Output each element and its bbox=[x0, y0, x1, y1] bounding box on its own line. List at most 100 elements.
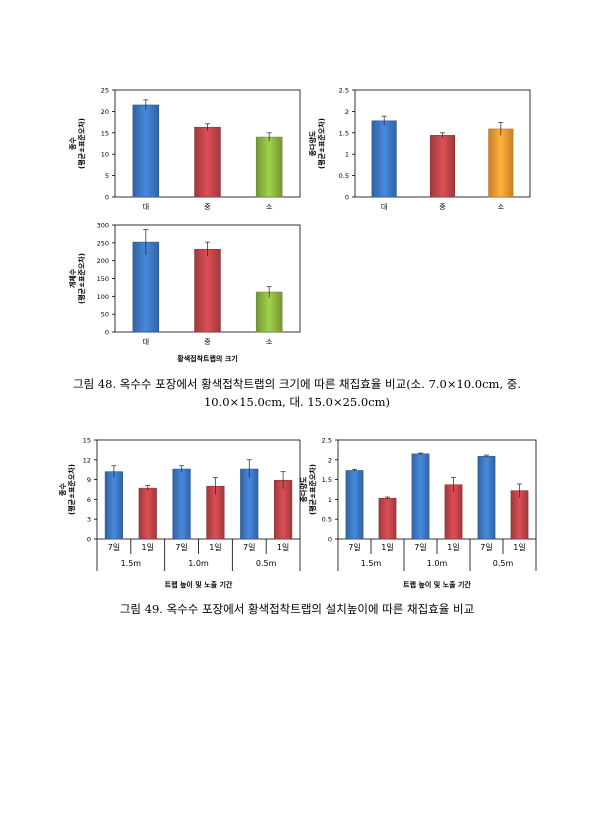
bar bbox=[444, 484, 463, 540]
y-tick-label: 2.5 bbox=[339, 87, 349, 95]
x-tick-label: 중 bbox=[439, 203, 446, 211]
y-tick-label: 1 bbox=[328, 496, 332, 504]
bar bbox=[132, 241, 160, 333]
y-tick-label: 50 bbox=[101, 311, 109, 319]
y-tick-label: 1 bbox=[345, 151, 349, 159]
bar bbox=[255, 136, 283, 198]
bar bbox=[345, 470, 364, 540]
bar bbox=[104, 471, 124, 540]
bar bbox=[132, 104, 160, 198]
bar bbox=[371, 120, 397, 198]
bar bbox=[194, 126, 221, 198]
bar bbox=[488, 128, 514, 198]
x-axis-label: 황색접착트랩의 크기 bbox=[177, 354, 237, 363]
x-group-label: 0.5m bbox=[256, 559, 277, 568]
y-tick-label: 100 bbox=[97, 293, 109, 301]
y-tick-label: 2.5 bbox=[322, 437, 332, 445]
x-tick-label: 1일 bbox=[142, 543, 154, 552]
y-tick-label: 9 bbox=[87, 476, 91, 484]
y-tick-label: 0 bbox=[87, 536, 91, 544]
x-tick-label: 대 bbox=[381, 203, 387, 211]
x-tick-label: 대 bbox=[143, 203, 149, 211]
x-tick-label: 중 bbox=[204, 203, 211, 211]
x-group-label: 1.5m bbox=[121, 559, 142, 568]
y-tick-label: 25 bbox=[101, 87, 109, 95]
y-tick-label: 15 bbox=[83, 437, 91, 445]
y-axis-label: (평균±표준오차) bbox=[317, 118, 326, 169]
figure-48-caption-line1: 그림 48. 옥수수 포장에서 황색접착트랩의 크기에 따른 채집효율 비교(소… bbox=[73, 377, 521, 391]
chart-species-by-trap-size: 0 5 10 15 20 25 종수 (평균±표준오차) 대 중 소 bbox=[69, 87, 301, 211]
x-tick-label: 1일 bbox=[277, 543, 289, 552]
figure-49-caption-line: 그림 49. 옥수수 포장에서 황색접착트랩의 설치높이에 따른 채집효율 비교 bbox=[119, 602, 475, 616]
bar bbox=[510, 490, 529, 540]
x-tick-label: 1일 bbox=[381, 543, 393, 552]
y-axis-label: (평균±표준오차) bbox=[308, 464, 317, 515]
y-tick-label: 0 bbox=[105, 194, 109, 202]
x-group-label: 1.0m bbox=[427, 559, 448, 568]
y-tick-label: 0 bbox=[105, 329, 109, 337]
y-tick-label: 250 bbox=[97, 239, 109, 247]
y-axis-label: 종다양도 bbox=[299, 476, 308, 502]
y-tick-label: 6 bbox=[87, 496, 91, 504]
plot-area bbox=[337, 439, 537, 540]
bar bbox=[255, 291, 283, 333]
x-tick-label: 소 bbox=[498, 203, 505, 211]
y-tick-label: 2 bbox=[328, 456, 332, 464]
bar bbox=[378, 497, 397, 540]
y-axis-label: 종수 bbox=[59, 483, 67, 496]
x-tick-label: 1일 bbox=[447, 543, 459, 552]
x-tick-label: 7일 bbox=[414, 543, 426, 552]
y-tick-label: 10 bbox=[101, 151, 109, 159]
x-group-label: 1.0m bbox=[188, 559, 209, 568]
x-tick-label: 중 bbox=[204, 338, 211, 346]
x-group-label: 1.5m bbox=[361, 559, 382, 568]
bar bbox=[194, 248, 221, 333]
y-tick-label: 300 bbox=[97, 222, 109, 230]
x-tick-label: 대 bbox=[143, 338, 149, 346]
x-tick-label: 7일 bbox=[348, 543, 360, 552]
y-tick-label: 5 bbox=[105, 172, 109, 180]
y-tick-label: 200 bbox=[97, 257, 109, 265]
figure-49-caption: 그림 49. 옥수수 포장에서 황색접착트랩의 설치높이에 따른 채집효율 비교 bbox=[40, 600, 554, 618]
chart-diversity-by-height-duration: 0 0.5 1 1.5 2 2.5 종다양도 (평균±표준오차) 7일 1일 7일 1일 7일 1일 1.5… bbox=[299, 437, 537, 589]
y-axis-label: (평균±표준오차) bbox=[77, 118, 86, 169]
x-tick-label: 1일 bbox=[513, 543, 525, 552]
x-tick-label: 소 bbox=[266, 203, 273, 211]
y-axis-label: 종수 bbox=[69, 137, 77, 150]
figure-48-caption-line2: 10.0×15.0cm, 대. 15.0×25.0cm) bbox=[203, 395, 391, 409]
bar bbox=[429, 135, 456, 198]
y-tick-label: 12 bbox=[83, 456, 91, 464]
y-axis-label: (평균±표준오차) bbox=[67, 464, 76, 515]
figure-48-caption: 그림 48. 옥수수 포장에서 황색접착트랩의 크기에 따른 채집효율 비교(소… bbox=[40, 375, 554, 411]
chart-diversity-by-trap-size: 0 0.5 1 1.5 2 2.5 종다양도 (평균±표준오차) 대 중 소 bbox=[308, 87, 531, 211]
y-axis-label: 종다양도 bbox=[308, 130, 317, 156]
y-tick-label: 2 bbox=[345, 108, 349, 116]
x-tick-label: 7일 bbox=[108, 543, 120, 552]
y-tick-label: 1.5 bbox=[339, 129, 349, 137]
y-axis-label: (평균±표준오차) bbox=[77, 253, 86, 304]
bar bbox=[240, 468, 259, 540]
x-tick-label: 7일 bbox=[243, 543, 255, 552]
x-tick-label: 7일 bbox=[175, 543, 187, 552]
y-axis-label: 개체수 bbox=[68, 268, 77, 288]
x-tick-label: 7일 bbox=[480, 543, 492, 552]
plot-area bbox=[96, 439, 301, 540]
bar bbox=[138, 487, 157, 540]
bar bbox=[172, 468, 191, 540]
x-axis-label: 트랩 높이 및 노출 기간 bbox=[403, 580, 471, 589]
y-tick-label: 0 bbox=[345, 194, 349, 202]
y-tick-label: 15 bbox=[101, 129, 109, 137]
bar bbox=[411, 453, 430, 540]
x-axis-label: 트랩 높이 및 노출 기간 bbox=[165, 580, 233, 589]
y-tick-label: 20 bbox=[101, 108, 109, 116]
y-tick-label: 0.5 bbox=[322, 516, 332, 524]
x-group-label: 0.5m bbox=[493, 559, 514, 568]
y-tick-label: 0 bbox=[328, 536, 332, 544]
y-tick-label: 1.5 bbox=[322, 476, 332, 484]
bar bbox=[477, 455, 496, 540]
y-tick-label: 0.5 bbox=[339, 172, 349, 180]
y-tick-label: 150 bbox=[97, 275, 109, 283]
chart-individuals-by-trap-size: 0 50 100 150 200 250 300 개체수 (평균±표준오차) 대 중 소황색접착트랩의… bbox=[68, 222, 301, 363]
x-tick-label: 1일 bbox=[209, 543, 221, 552]
